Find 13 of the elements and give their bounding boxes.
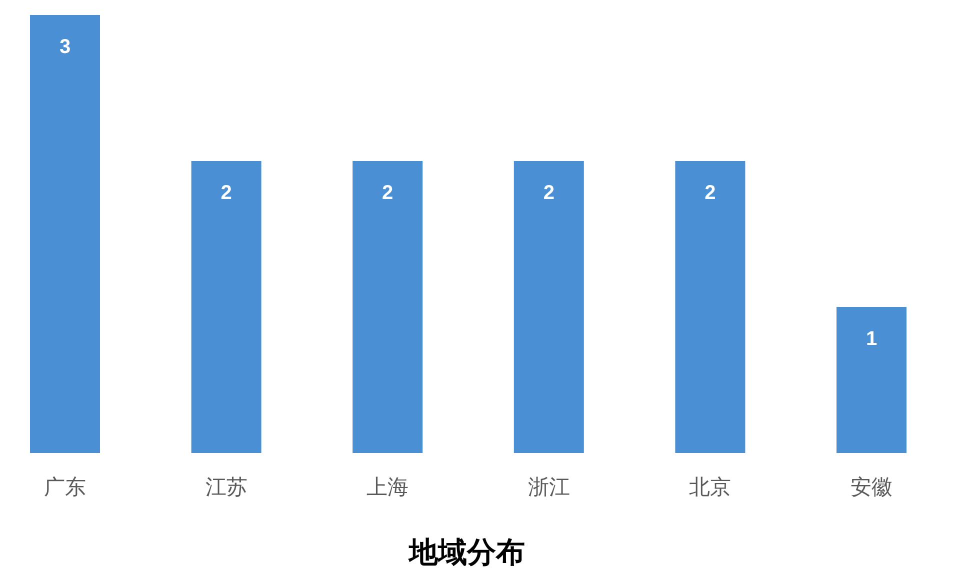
x-tick-label: 江苏 (205, 475, 248, 499)
data-label: 3 (59, 36, 71, 58)
x-tick-label: 安徽 (850, 475, 892, 499)
data-label: 2 (704, 182, 716, 204)
x-tick-label: 广东 (44, 475, 86, 499)
data-label: 2 (543, 182, 554, 204)
x-tick-label: 北京 (689, 475, 732, 499)
data-label: 1 (866, 328, 878, 350)
text: 地域分布 (407, 535, 525, 569)
x-tick-label: 上海 (366, 475, 409, 499)
data-label: 2 (220, 182, 232, 204)
x-tick-label: 浙江 (528, 475, 570, 499)
data-label: 2 (382, 182, 394, 204)
